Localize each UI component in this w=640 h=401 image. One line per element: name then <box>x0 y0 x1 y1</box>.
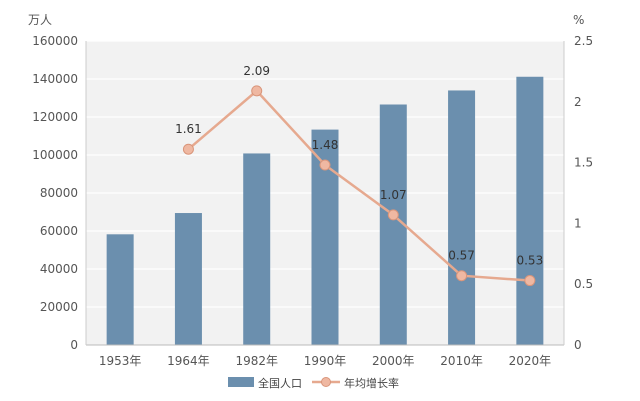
line-data-label: 1.61 <box>175 122 202 136</box>
x-tick-label: 1990年 <box>304 354 347 368</box>
y-left-tick-label: 120000 <box>32 110 78 124</box>
axes: 0 20000 40000 60000 80000 100000 120000 140000 1… <box>32 34 593 368</box>
legend-label-population: 全国人口 <box>258 376 302 390</box>
x-tick-label: 1964年 <box>167 354 210 368</box>
bar <box>106 234 134 345</box>
y-left-tick-label: 40000 <box>40 262 78 276</box>
right-axis-unit: % <box>573 13 584 27</box>
legend-swatch-growth-marker <box>321 377 331 387</box>
bar <box>243 153 271 345</box>
line-point <box>456 270 468 282</box>
legend: 全国人口 年均增长率 <box>228 376 399 390</box>
x-tick-label: 2010年 <box>440 354 483 368</box>
line-data-label: 2.09 <box>243 64 270 78</box>
y-right-tick-label: 1.5 <box>574 156 593 170</box>
line-data-label: 1.07 <box>380 188 407 202</box>
y-right-tick-label: 0 <box>574 338 582 352</box>
legend-label-growth: 年均增长率 <box>344 376 399 390</box>
y-left-tick-label: 0 <box>70 338 78 352</box>
y-right-tick-label: 0.5 <box>574 277 593 291</box>
line-point <box>524 275 536 287</box>
line-data-label: 0.57 <box>448 249 475 263</box>
line-point <box>319 159 331 171</box>
bar <box>174 213 202 345</box>
y-left-tick-label: 20000 <box>40 300 78 314</box>
growth-line: 1.61 2.09 1.48 1.07 0.57 0.53 <box>175 64 543 287</box>
legend-swatch-population <box>228 377 254 387</box>
line-point <box>251 85 263 97</box>
y-right-tick-label: 1 <box>574 216 582 230</box>
x-tick-label: 1982年 <box>235 354 278 368</box>
x-tick-label: 2020年 <box>509 354 552 368</box>
left-axis-unit: 万人 <box>28 13 52 27</box>
y-left-tick-label: 140000 <box>32 72 78 86</box>
growth-line-path <box>187 89 530 282</box>
line-data-label: 0.53 <box>516 254 543 268</box>
y-left-tick-label: 100000 <box>32 148 78 162</box>
line-data-label: 1.48 <box>312 138 339 152</box>
y-right-tick-label: 2.5 <box>574 34 593 48</box>
bar <box>516 76 544 345</box>
y-left-tick-label: 160000 <box>32 34 78 48</box>
y-right-tick-label: 2 <box>574 95 582 109</box>
bar <box>379 104 407 345</box>
line-point <box>387 209 399 221</box>
line-point <box>182 143 194 155</box>
bar <box>448 90 476 345</box>
x-tick-label: 2000年 <box>372 354 415 368</box>
x-tick-label: 1953年 <box>99 354 142 368</box>
bars <box>106 76 544 345</box>
y-left-tick-label: 80000 <box>40 186 78 200</box>
y-left-tick-label: 60000 <box>40 224 78 238</box>
